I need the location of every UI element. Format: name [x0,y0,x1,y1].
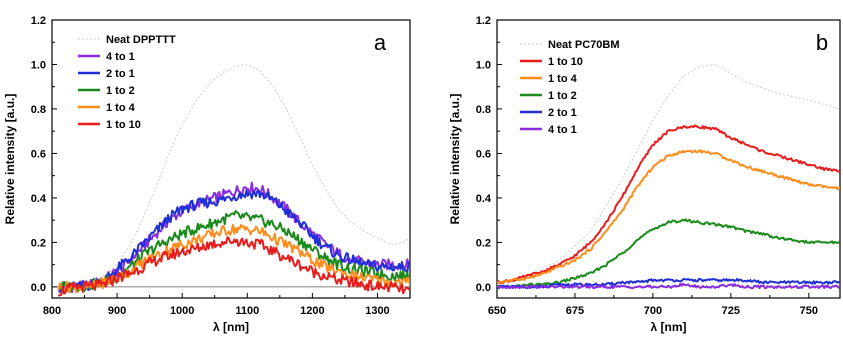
plot-frame [51,19,411,299]
legend-label: 2 to 1 [106,68,135,80]
series-line [64,63,410,288]
x-tick-label: 800 [43,305,61,317]
panel-letter: b [816,30,828,55]
curves [57,63,410,297]
x-tick-label: 650 [488,305,506,317]
legend: Neat DPPTTT 4 to 1 2 to 1 1 to 2 1 to 4 1 to … [78,34,176,131]
x-tick-label: 900 [108,305,126,317]
y-tick-label: 0.8 [31,104,46,116]
x-tick-label: 1100 [235,305,259,317]
y-tick-label: 0.2 [476,237,491,249]
y-tick-label: 0.8 [476,104,491,116]
legend-label: Neat DPPTTT [106,34,176,46]
legend-label: 1 to 10 [548,56,583,68]
series-line [497,149,840,284]
legend-label: 1 to 2 [106,85,135,97]
x-tick-label: 1000 [170,305,194,317]
x-tick-label: 675 [566,305,584,317]
y-tick-label: 1.2 [31,15,46,27]
series-line [57,236,410,297]
x-axis-title: λ [nm] [651,320,687,334]
panel-a: 800 900 1000 1100 1200 1300 0.0 0.2 0.4 0.6 0.8 1.0… [3,15,411,334]
legend-label: 1 to 2 [548,90,577,102]
legend-label: 1 to 4 [106,102,136,114]
x-axis-title: λ [nm] [213,320,249,334]
y-axis-title: Relative intensity [a.u.] [448,94,462,225]
series-line [497,282,840,290]
x-tick-label: 750 [800,305,818,317]
plot-frame [496,19,841,299]
series-line [497,124,840,284]
x-tick-label: 1200 [300,305,324,317]
series-line [497,277,840,290]
legend-label: 4 to 1 [106,51,135,63]
y-tick-label: 0.4 [476,193,492,205]
y-axis-title: Relative intensity [a.u.] [3,94,17,225]
legend-label: 2 to 1 [548,107,577,119]
legend-label: Neat PC70BM [548,39,620,51]
series-line [497,218,840,290]
series-line [58,189,410,293]
x-tick-label: 725 [722,305,740,317]
x-tick-label: 700 [644,305,662,317]
y-tick-label: 0.2 [31,237,46,249]
y-tick-label: 1.0 [476,59,491,71]
y-tick-label: 1.0 [31,59,46,71]
y-tick-label: 0.4 [31,193,47,205]
y-tick-label: 0.6 [31,148,46,160]
panel-b: 650 675 700 725 750 0.0 0.2 0.4 0.6 0.8 1.0 1.2 λ [n… [448,15,841,334]
y-tick-label: 0.0 [31,282,46,294]
legend-label: 1 to 4 [548,73,578,85]
curves [497,63,840,290]
legend-label: 1 to 10 [106,119,141,131]
y-tick-label: 1.2 [476,15,491,27]
legend-label: 4 to 1 [548,124,577,136]
y-tick-label: 0.0 [476,282,491,294]
x-tick-label: 1300 [365,305,389,317]
panel-letter: a [374,30,387,55]
legend: Neat PC70BM 1 to 10 1 to 4 1 to 2 2 to 1 4 to… [520,39,620,136]
y-tick-label: 0.6 [476,148,491,160]
series-line [497,63,840,286]
